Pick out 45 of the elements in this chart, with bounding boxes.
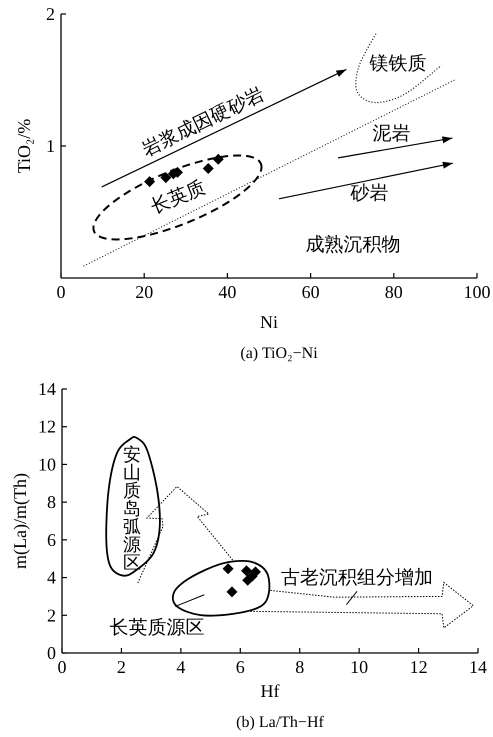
point xyxy=(222,563,234,574)
point xyxy=(202,162,214,174)
x-tick-label: 8 xyxy=(295,657,304,677)
x-tick-label: 40 xyxy=(218,282,236,302)
annotation: 镁铁质 xyxy=(368,54,426,75)
y-tick-label: 4 xyxy=(47,568,56,588)
annotation: 砂岩 xyxy=(350,183,389,204)
x-tick-label: 20 xyxy=(135,282,154,302)
x-axis-title: Hf xyxy=(260,681,280,701)
y-axis-title: m(La)/m(Th) xyxy=(10,473,30,569)
text: (b) La/Th−Hf xyxy=(236,714,324,731)
point xyxy=(241,565,252,576)
y-axis-title: TiO₂/% xyxy=(14,118,34,174)
y-tick-label: 2 xyxy=(47,605,56,626)
y-tick-label: 8 xyxy=(47,492,56,512)
annotation: 古老沉积组分增加 xyxy=(281,567,434,588)
y-tick-label: 1 xyxy=(46,136,55,156)
x-tick-label: 80 xyxy=(384,282,403,302)
x-tick-label: 2 xyxy=(116,657,126,677)
annotation: 长英质源区 xyxy=(110,617,205,638)
x-tick-label: 4 xyxy=(176,657,186,677)
annotation: 泥岩 xyxy=(372,124,410,145)
point xyxy=(144,176,156,188)
point xyxy=(226,586,238,598)
y-tick-label: 12 xyxy=(38,416,56,437)
point xyxy=(160,172,172,184)
x-tick-label: 12 xyxy=(410,657,428,677)
text: (a) TiO₂−Ni xyxy=(240,345,318,362)
x-tick-label: 6 xyxy=(236,657,245,677)
y-tick-label: 6 xyxy=(47,530,56,550)
x-axis-title: Ni xyxy=(260,312,278,332)
annotation: 成熟沉积物 xyxy=(306,234,401,256)
x-tick-label: 14 xyxy=(469,657,487,677)
annotation: 安山质岛弧源区 xyxy=(123,444,142,572)
y-tick-label: 10 xyxy=(38,454,56,474)
point xyxy=(212,154,224,165)
point xyxy=(242,574,254,586)
y-tick-label: 14 xyxy=(38,379,56,399)
x-tick-label: 60 xyxy=(302,282,320,302)
y-tick-label: 0 xyxy=(47,643,56,663)
x-tick-label: 100 xyxy=(464,282,490,302)
annotation: 岩浆成因硬砂岩 xyxy=(138,84,268,161)
y-tick-label: 2 xyxy=(46,4,55,24)
x-tick-label: 10 xyxy=(350,657,368,677)
annotation: 长英质 xyxy=(148,177,209,218)
